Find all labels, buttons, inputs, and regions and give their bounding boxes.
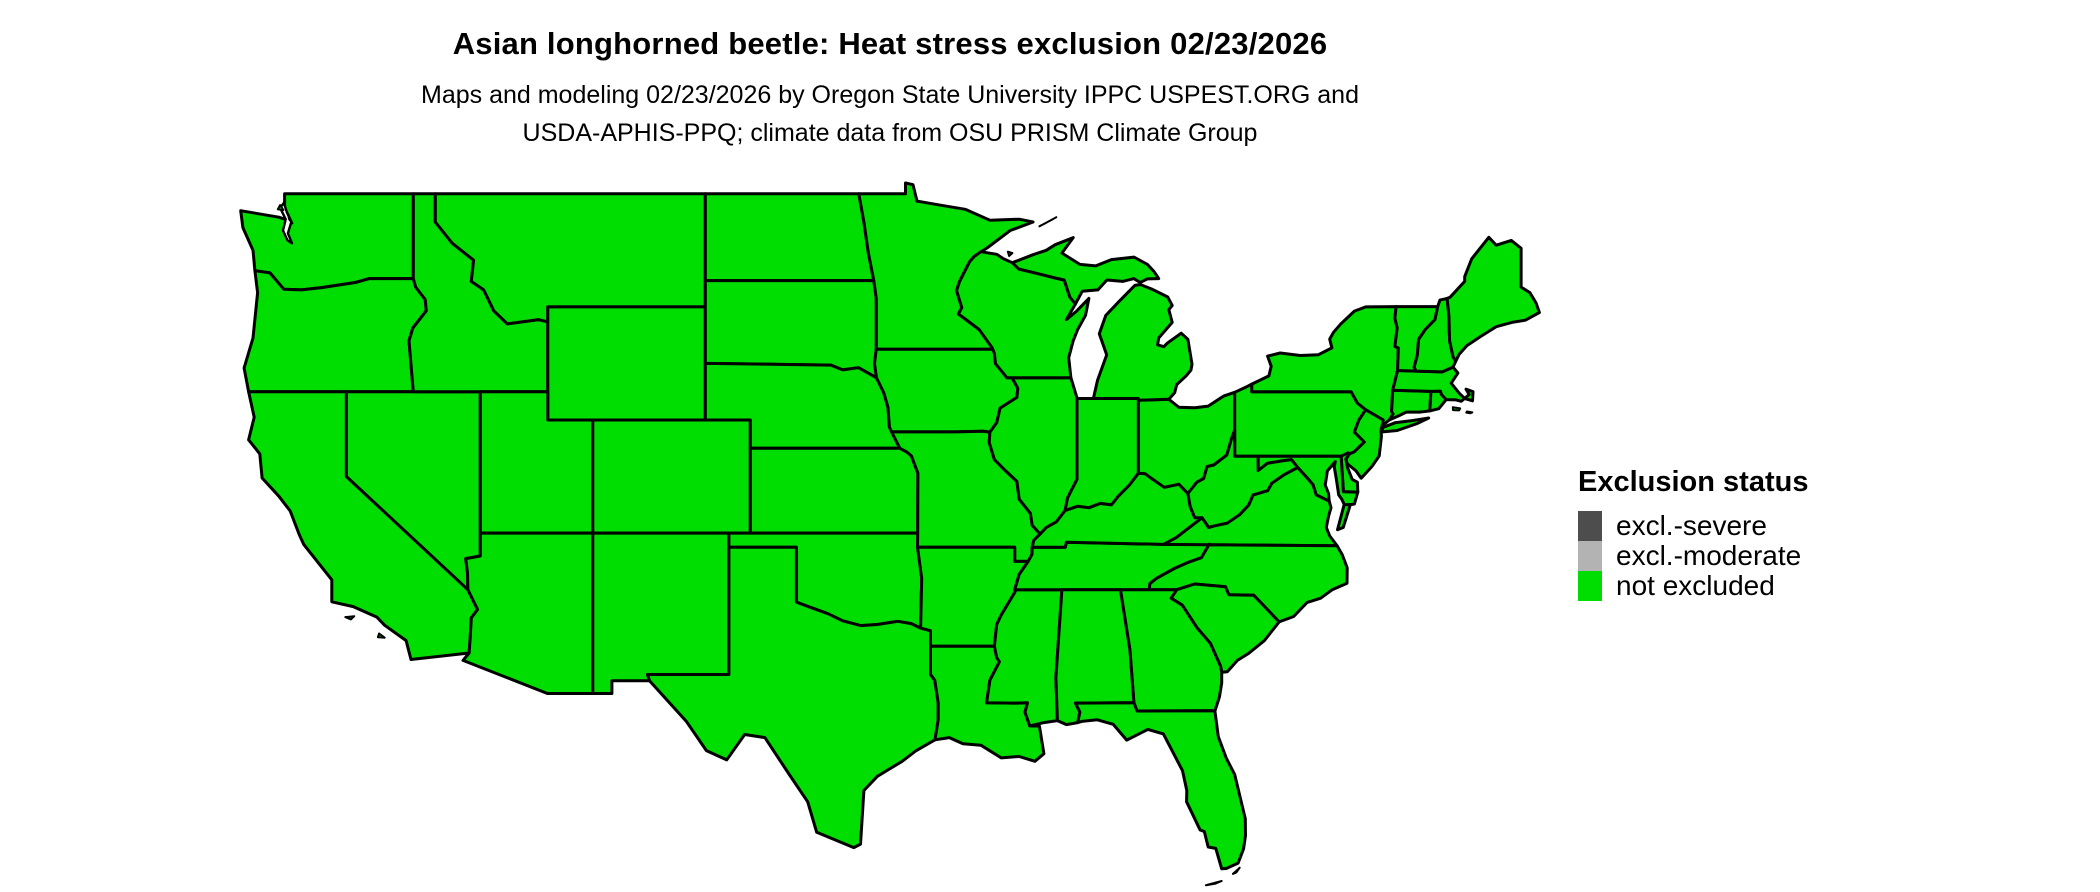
figure-subtitle: Maps and modeling 02/23/2026 by Oregon S… [240,76,1540,152]
state-az [461,531,595,695]
island-nantucket [1465,410,1474,415]
legend-row: excl.-severe [1578,511,1808,541]
legend-swatch-excl-severe [1578,511,1602,541]
legend-label: excl.-moderate [1616,540,1802,571]
state-fl [1073,701,1247,871]
state-nd [703,192,876,283]
state-ct [1387,388,1433,422]
legend-label: not excluded [1616,570,1775,601]
island-channel_island_n [344,615,356,621]
legend-swatch-excl-moderate [1578,541,1602,571]
island-florida_keys_upper [1231,866,1241,875]
state-mi_lp [1091,283,1194,402]
state-va [1162,466,1339,548]
figure-title: Asian longhorned beetle: Heat stress exc… [452,26,1328,61]
subtitle-line-2: USDA-APHIS-PPQ; climate data from OSU PR… [522,119,1258,147]
state-ks [748,446,920,535]
island-channel_island_s [376,632,386,639]
legend-title: Exclusion status [1578,466,1809,498]
state-va_eastern_shore [1336,503,1352,532]
subtitle-line-1: Maps and modeling 02/23/2026 by Oregon S… [421,81,1359,109]
state-me [1445,235,1541,363]
legend-row: excl.-moderate [1578,541,1808,571]
island-apostle_islands [1006,250,1014,257]
state-nm [591,531,731,695]
state-co [591,418,752,535]
legend: Exclusion status excl.-severe excl.-moder… [1578,466,1808,601]
island-marthas_vineyard [1451,406,1462,412]
legend-label: excl.-severe [1616,510,1767,541]
island-florida_keys_lower [1204,880,1223,887]
state-wy [546,305,707,422]
state-long_island [1381,416,1431,434]
puget-sound-water [278,201,294,245]
legend-rows: excl.-severe excl.-moderate not excluded [1578,511,1808,601]
state-ms [985,572,1064,728]
state-nj [1344,408,1385,480]
state-or [242,269,428,394]
state-pa [1233,382,1368,458]
island-isle_royale [1038,216,1058,228]
island-whidbey_island [286,212,294,225]
legend-swatch-not-excluded [1578,571,1602,601]
island-san_juan_island [276,204,285,212]
state-tx [646,545,940,850]
state-mi_up [1010,236,1161,306]
legend-row: not excluded [1578,571,1808,601]
